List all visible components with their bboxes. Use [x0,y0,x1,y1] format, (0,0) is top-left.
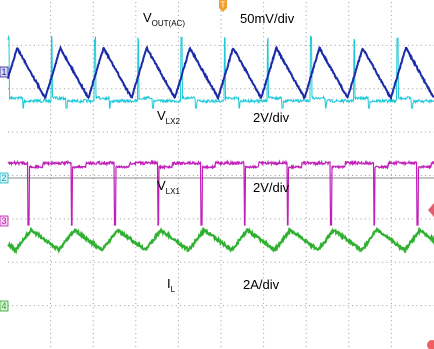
level-marker [428,203,434,217]
vlx1-trace [7,159,434,226]
symbol: V [157,108,166,123]
vlx2-trace [7,34,434,109]
il-trace [7,226,434,255]
trace-label: VLX1 [157,178,180,196]
symbol: I [167,276,171,291]
marker-box [0,215,9,227]
subscript: OUT(AC) [152,19,186,28]
channel-marker: 4 [2,301,7,311]
trace-label: VOUT(AC) [143,10,185,28]
marker-box [0,172,9,184]
marker-box [0,66,9,78]
scale-label: 2A/div [243,277,280,292]
channel-marker: 3 [2,216,7,226]
subscript: LX1 [166,187,181,196]
vout-trace [7,44,434,101]
waveforms [7,34,434,255]
channel-marker: 1 [2,67,7,77]
symbol: V [157,178,166,193]
grid [8,2,434,349]
scale-label: 50mV/div [240,11,295,26]
marker-box [0,300,9,312]
symbol: V [143,10,152,25]
status-dot [427,340,434,349]
subscript: LX2 [166,117,181,126]
trigger-marker [219,0,227,12]
trigger-label: T [221,1,226,10]
trace-label: IL [167,276,176,294]
subscript: L [171,285,176,294]
channel-marker: 2 [2,173,7,183]
scale-label: 2V/div [253,110,290,125]
scale-label: 2V/div [253,180,290,195]
trace-label: VLX2 [157,108,180,126]
